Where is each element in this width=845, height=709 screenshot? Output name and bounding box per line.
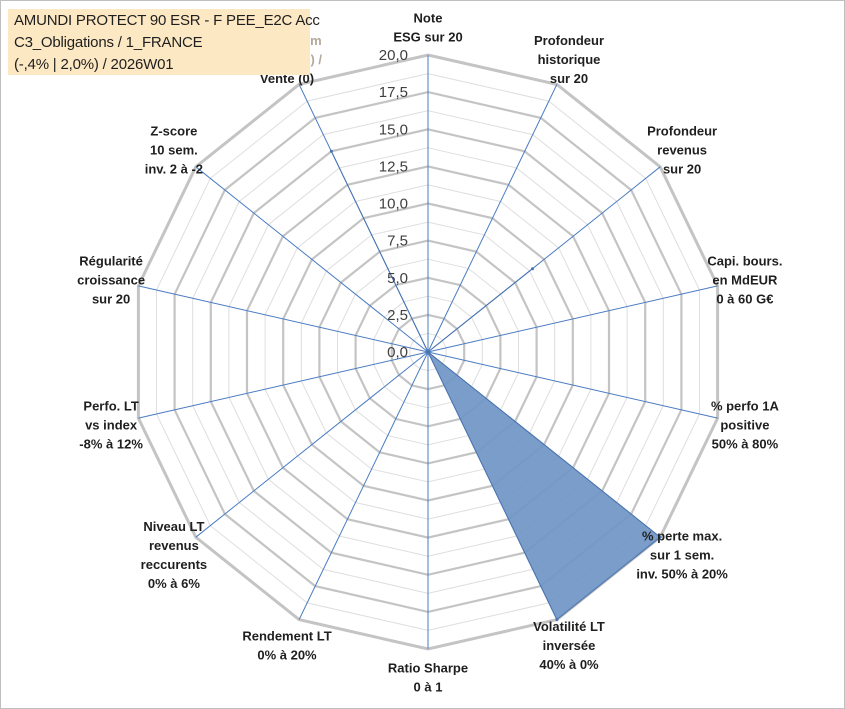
radar-axis-label-line: -8% à 12% (79, 436, 143, 451)
radar-point-2 (531, 267, 534, 271)
radar-axis-label-9: Niveau LT revenus reccurents 0% à 6% (141, 519, 207, 591)
radar-series (329, 149, 662, 622)
radar-point-12 (426, 350, 430, 354)
radar-tick-label: 20,0 (379, 47, 408, 64)
radar-axis-label-line: % perfo 1A (711, 398, 780, 413)
radar-axis-label-line: % perte max. (642, 529, 722, 544)
radar-axis-label-6: Volatilité LT inversée 40% à 0% (533, 619, 605, 672)
radar-axis-label-line: 0 à 1 (414, 680, 443, 695)
radar-axis-label-0: Note ESG sur 20 (393, 11, 462, 45)
radar-axis-label-line: Régularité (79, 254, 143, 269)
radar-axis-label-10: Perfo. LT vs index -8% à 12% (79, 398, 143, 451)
radar-axis-label-line: vs index (85, 417, 138, 432)
radar-axis-label-12: Z-score 10 sem. inv. 2 à -2 (145, 123, 203, 176)
radar-tick-label: 17,5 (379, 84, 408, 101)
radar-axis-label-line: 0% à 20% (257, 647, 317, 662)
radar-tick-labels: 0,0 2,5 5,0 7,5 10,0 12,5 15,0 17,5 20,0 (379, 47, 408, 361)
radar-axis-label-line: croissance (77, 273, 145, 288)
radar-axis-label-11: Régularité croissance sur 20 (77, 254, 145, 307)
radar-axis-label-line: Volatilité LT (533, 619, 605, 634)
chart-title-line-3: (-,4% | 2,0%) / 2026W01 (14, 56, 174, 73)
radar-axis-label-1: Profondeur historique sur 20 (534, 33, 604, 86)
radar-axis-label-4: % perfo 1A positive 50% à 80% (711, 398, 780, 451)
radar-axis-label-line: sur 20 (92, 292, 130, 307)
radar-axis-label-line: inv. 50% à 20% (636, 567, 728, 582)
radar-tick-label: 10,0 (379, 196, 408, 213)
radar-axis-label-line: reccurents (141, 557, 207, 572)
radar-axis-label-line: historique (538, 52, 601, 67)
radar-axis-label-line: Rendement LT (242, 628, 331, 643)
radar-axis-label-line: 0% à 6% (148, 576, 200, 591)
radar-axis-label-line: revenus (149, 538, 199, 553)
radar-axis-label-3: Capi. bours. en MdEUR 0 à 60 G€ (707, 254, 782, 307)
radar-spoke-8 (298, 351, 429, 620)
radar-axis-label-line: Z-score (150, 123, 197, 138)
radar-axis-label-line: sur 20 (663, 161, 701, 176)
radar-axis-label-line: Profondeur (647, 123, 717, 138)
radar-axis-label-line: revenus (657, 142, 707, 157)
radar-axis-label-line: Capi. bours. (707, 254, 782, 269)
radar-point-5 (658, 535, 662, 539)
radar-axis-label-line: 40% à 0% (539, 657, 599, 672)
radar-axis-label-line: inv. 2 à -2 (145, 161, 203, 176)
radar-axis-label-line: 10 sem. (150, 142, 198, 157)
chart-title-line-1: AMUNDI PROTECT 90 ESR - F PEE_E2C Acc (14, 12, 320, 29)
radar-axis-label-line: positive (720, 417, 769, 432)
radar-axis-label-line: ESG sur 20 (393, 30, 462, 45)
radar-tick-label: 7,5 (387, 233, 408, 250)
radar-tick-label: 5,0 (387, 270, 408, 287)
radar-axis-label-line: en MdEUR (712, 273, 778, 288)
radar-spoke-10 (138, 351, 429, 419)
radar-spoke-4 (427, 351, 718, 419)
radar-series-area (330, 151, 662, 621)
radar-point-6 (555, 618, 559, 622)
radar-spoke-11 (138, 285, 429, 353)
radar-axis-label-line: 50% à 80% (712, 436, 779, 451)
radar-axis-label-line: 0 à 60 G€ (716, 292, 773, 307)
radar-tick-label: 15,0 (379, 121, 408, 138)
radar-axis-label-line: Perfo. LT (83, 398, 138, 413)
radar-axis-label-2: Profondeur revenus sur 20 (647, 123, 717, 176)
radar-spoke-12 (195, 166, 429, 353)
radar-tick-label: 0,0 (387, 344, 408, 361)
radar-axis-label-line: Ratio Sharpe (388, 661, 468, 676)
radar-axis-label-line: Niveau LT (143, 519, 204, 534)
radar-point-13 (329, 149, 333, 153)
radar-tick-label: 2,5 (387, 307, 408, 324)
radar-axis-label-7: Ratio Sharpe 0 à 1 (388, 661, 468, 695)
radar-spoke-9 (195, 351, 429, 538)
radar-axis-label-8: Rendement LT 0% à 20% (242, 628, 331, 662)
radar-axis-label-line: sur 1 sem. (650, 548, 714, 563)
radar-spoke-3 (427, 285, 718, 353)
chart-title-line-2: C3_Obligations / 1_FRANCE (14, 34, 203, 51)
radar-axis-label-5: % perte max. sur 1 sem. inv. 50% à 20% (636, 529, 728, 582)
radar-axis-label-line: Note (414, 11, 443, 26)
radar-axis-label-line: sur 20 (550, 71, 588, 86)
chart-title-box: AMUNDI PROTECT 90 ESR - F PEE_E2C Acc C3… (8, 9, 320, 75)
radar-spoke-1 (427, 84, 558, 353)
radar-axis-label-line: Profondeur (534, 33, 604, 48)
radar-tick-label: 12,5 (379, 158, 408, 175)
radar-axis-label-line: inversée (543, 638, 596, 653)
